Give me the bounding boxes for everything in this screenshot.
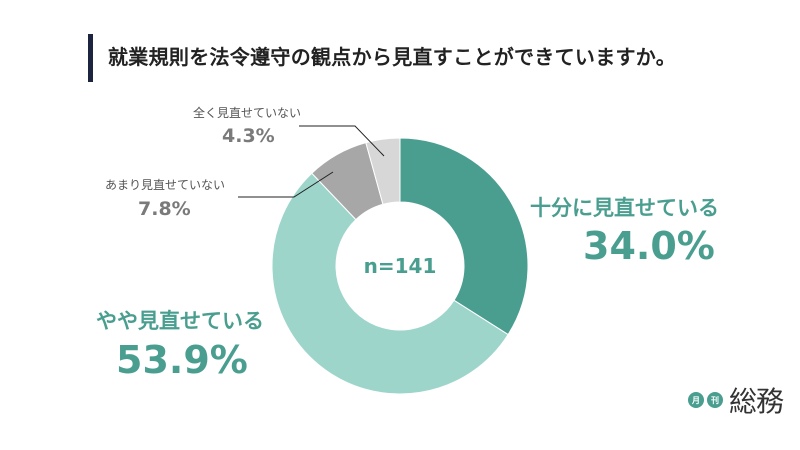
slice-somewhat [271, 172, 509, 395]
slice-fully [399, 137, 529, 336]
slice-not-at-all [365, 137, 401, 205]
leader-line-not-at-all [299, 125, 385, 157]
logo-badge-publication: 刊 [707, 392, 723, 408]
slice-label-not-much: あまり見直せていない [105, 178, 226, 192]
title-accent-bar [88, 34, 93, 82]
slice-label-somewhat: やや見直せている [96, 309, 264, 333]
slice-value-fully: 34.0% [583, 224, 715, 268]
logo-text: 総務 [729, 385, 784, 418]
sample-size: n=141 [363, 254, 437, 278]
gekkan-soumu-logo: 月 刊 総務 [688, 382, 784, 418]
slice-label-fully: 十分に見直せている [530, 196, 719, 220]
chart-title: 就業規則を法令遵守の観点から見直すことができていますか。 [108, 45, 676, 69]
slice-label-not-at-all: 全く見直せていない [193, 106, 302, 120]
leader-line-not-much [238, 171, 334, 198]
slice-value-somewhat: 53.9% [116, 338, 248, 382]
logo-badge-month: 月 [688, 392, 704, 408]
slice-value-not-at-all: 4.3% [222, 125, 275, 147]
slice-value-not-much: 7.8% [138, 198, 191, 220]
